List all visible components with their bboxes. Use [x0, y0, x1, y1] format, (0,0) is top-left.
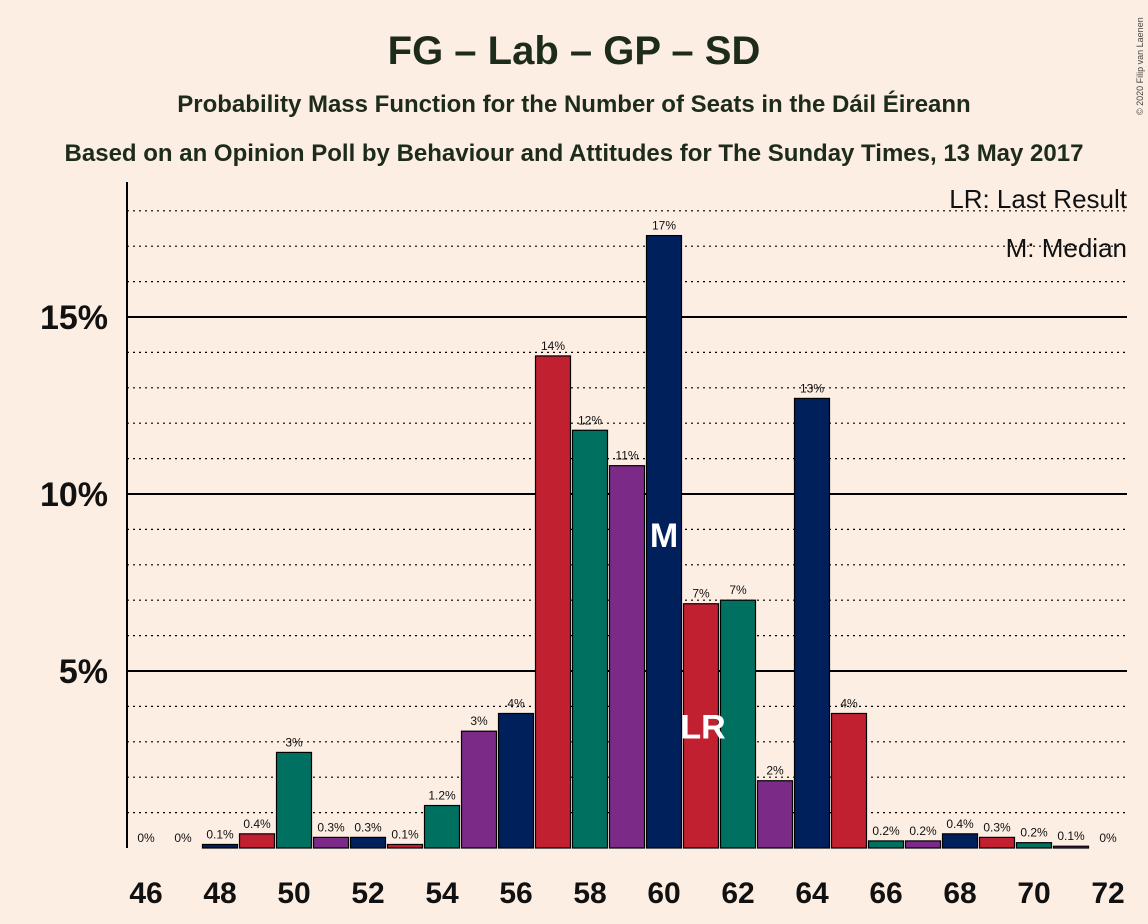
data-label-55: 3% — [470, 714, 488, 728]
data-label-63: 2% — [766, 764, 784, 778]
x-tick-label: 70 — [1017, 877, 1050, 910]
data-label-70: 0.2% — [1020, 826, 1048, 840]
data-label-51: 0.3% — [317, 820, 345, 834]
data-label-48: 0.1% — [206, 827, 234, 841]
data-label-53: 0.1% — [391, 827, 419, 841]
legend-last-result: LR: Last Result — [949, 184, 1128, 214]
median-marker: M — [650, 517, 678, 555]
bar-61 — [682, 603, 720, 849]
x-tick-label: 46 — [129, 877, 162, 910]
x-tick-label: 64 — [795, 877, 829, 910]
data-label-71: 0.1% — [1057, 829, 1085, 843]
bar-71 — [1052, 845, 1090, 849]
chart-title: FG – Lab – GP – SD — [388, 29, 761, 73]
data-label-47: 0% — [174, 831, 192, 845]
x-tick-label: 66 — [869, 877, 902, 910]
chart-subtitle-1: Probability Mass Function for the Number… — [177, 90, 970, 118]
legend-median: M: Median — [1006, 233, 1127, 263]
bar-56 — [497, 712, 535, 849]
data-label-65: 4% — [840, 696, 858, 710]
bar-66 — [867, 840, 905, 849]
bar-55 — [460, 730, 498, 849]
x-axis-ticks: 46 48 50 52 54 56 58 60 62 64 66 68 70 72 — [129, 877, 1124, 910]
bar-68 — [941, 833, 979, 849]
data-label-50: 3% — [285, 735, 303, 749]
copyright-text: © 2020 Filip van Laenen — [1135, 17, 1145, 115]
bar-64 — [793, 397, 831, 849]
x-tick-label: 52 — [351, 877, 384, 910]
bar-69 — [978, 836, 1016, 849]
bar-63 — [756, 780, 794, 849]
bar-53 — [386, 843, 424, 849]
data-label-64: 13% — [800, 381, 824, 395]
data-label-67: 0.2% — [909, 824, 937, 838]
bar-67 — [904, 840, 942, 849]
bar-62 — [719, 599, 757, 849]
bar-51 — [312, 836, 350, 849]
bar-57 — [534, 355, 572, 849]
x-tick-label: 62 — [721, 877, 754, 910]
x-tick-label: 72 — [1091, 877, 1124, 910]
bar-60 — [645, 234, 683, 849]
y-axis-ticks: 5% 10% 15% — [40, 299, 108, 691]
last-result-marker: LR — [680, 708, 725, 746]
data-label-68: 0.4% — [946, 817, 974, 831]
bar-50 — [275, 751, 313, 849]
data-labels: 0% 0% 0.1% 0.4% 3% 0.3% 0.3% 0.1% 1.2% 3% 4% 14% 12%… — [137, 219, 1117, 845]
data-label-56: 4% — [507, 696, 525, 710]
bar-52 — [349, 836, 387, 849]
x-tick-label: 58 — [573, 877, 606, 910]
data-label-46: 0% — [137, 831, 155, 845]
x-tick-label: 50 — [277, 877, 310, 910]
data-label-72: 0% — [1099, 831, 1117, 845]
bar-65 — [830, 712, 868, 849]
data-label-54: 1.2% — [428, 789, 456, 803]
x-tick-label: 48 — [203, 877, 236, 910]
data-label-69: 0.3% — [983, 820, 1011, 834]
x-tick-label: 68 — [943, 877, 976, 910]
bar-49 — [238, 833, 276, 849]
data-label-60: 17% — [652, 219, 676, 233]
y-tick-label: 10% — [40, 476, 108, 514]
bar-54 — [423, 804, 461, 849]
bar-70 — [1015, 842, 1053, 849]
data-label-58: 12% — [578, 413, 602, 427]
chart-subtitle-2: Based on an Opinion Poll by Behaviour an… — [65, 140, 1084, 167]
y-tick-label: 5% — [59, 653, 108, 691]
data-label-49: 0.4% — [243, 817, 271, 831]
y-tick-label: 15% — [40, 299, 108, 337]
bar-48 — [201, 843, 239, 849]
data-label-61: 7% — [692, 587, 710, 601]
bars — [201, 234, 1090, 849]
data-label-66: 0.2% — [872, 824, 900, 838]
x-tick-label: 60 — [647, 877, 680, 910]
data-label-52: 0.3% — [354, 820, 382, 834]
data-label-62: 7% — [729, 583, 747, 597]
x-tick-label: 54 — [425, 877, 459, 910]
data-label-57: 14% — [541, 339, 565, 353]
x-tick-label: 56 — [499, 877, 532, 910]
bar-59 — [608, 465, 646, 849]
data-label-59: 11% — [615, 449, 638, 463]
bar-58 — [571, 429, 609, 849]
